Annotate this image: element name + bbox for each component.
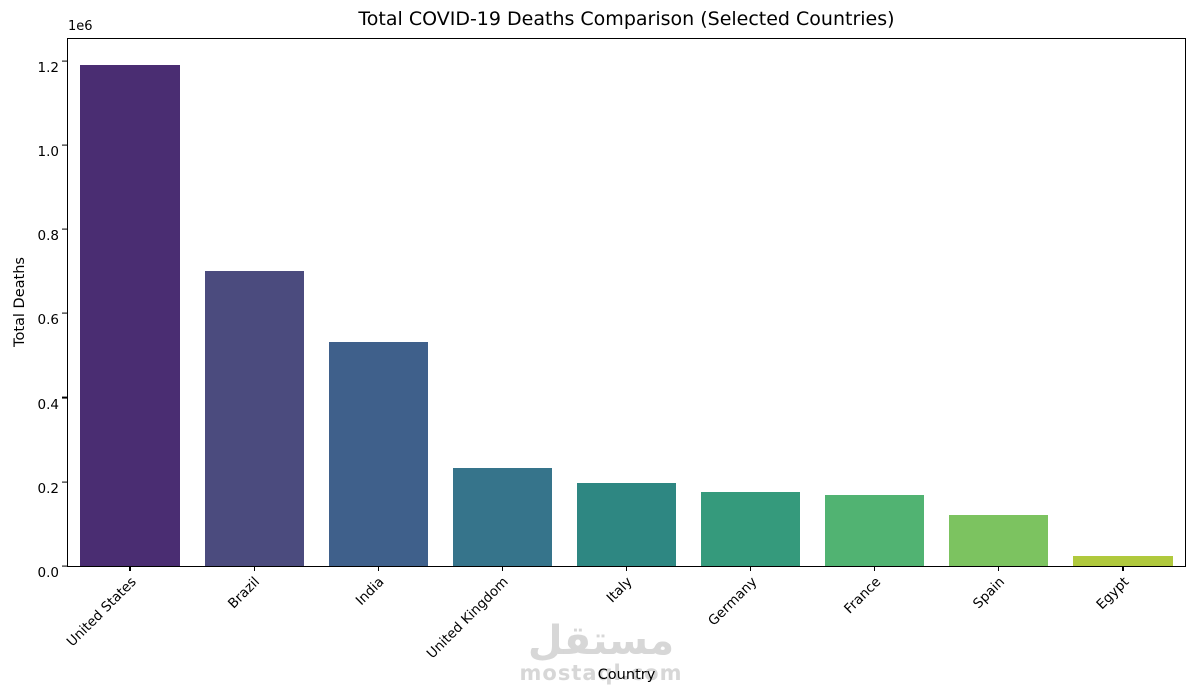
x-tick-united-states xyxy=(129,566,131,571)
y-axis-offset-label: 1e6 xyxy=(68,19,93,34)
bar-brazil xyxy=(204,270,304,566)
x-tick-label-italy: Italy xyxy=(603,574,636,607)
y-tick-label-1.0: 1.0 xyxy=(37,144,59,161)
x-axis-label: Country xyxy=(597,667,656,683)
y-tick-label-0.4: 0.4 xyxy=(37,396,59,413)
x-tick-label-india: India xyxy=(352,574,388,609)
bar-united-states xyxy=(80,65,180,566)
x-tick-label-united-kingdom: United Kingdom xyxy=(423,574,512,662)
bar-slot-france xyxy=(813,39,937,566)
bar-italy xyxy=(576,483,677,566)
bar-egypt xyxy=(1073,555,1173,566)
watermark-latin-text: mostaql.com xyxy=(519,661,683,685)
y-tick-0.2 xyxy=(62,481,68,483)
x-tick-united-kingdom xyxy=(501,566,503,571)
bar-united-kingdom xyxy=(452,468,553,566)
y-tick-label-0.6: 0.6 xyxy=(37,312,59,329)
y-tick-1.2 xyxy=(62,60,68,62)
bar-slot-united-states xyxy=(68,39,192,566)
y-tick-0.4 xyxy=(62,397,68,399)
bar-germany xyxy=(700,492,801,566)
bar-slot-spain xyxy=(937,39,1061,566)
y-tick-label-1.2: 1.2 xyxy=(37,59,59,76)
y-tick-label-0.8: 0.8 xyxy=(37,228,59,245)
x-tick-label-united-states: United States xyxy=(63,574,140,650)
x-tick-label-spain: Spain xyxy=(970,574,1009,612)
x-tick-egypt xyxy=(1122,566,1124,571)
x-tick-spain xyxy=(998,566,1000,571)
y-tick-label-0.2: 0.2 xyxy=(37,480,59,497)
bar-france xyxy=(825,495,925,566)
x-tick-germany xyxy=(750,566,752,571)
y-tick-0.0 xyxy=(62,565,68,567)
x-tick-label-brazil: Brazil xyxy=(225,574,264,612)
chart-title: Total COVID-19 Deaths Comparison (Select… xyxy=(358,8,895,30)
bar-slot-brazil xyxy=(192,39,316,566)
bar-spain xyxy=(949,515,1049,566)
x-tick-italy xyxy=(625,566,628,571)
watermark-arabic-text: مستقل xyxy=(527,618,675,664)
x-tick-france xyxy=(874,566,876,571)
bar-slot-germany xyxy=(689,39,813,566)
bar-slot-italy xyxy=(564,39,688,566)
plot-area: United States Brazil India United Kingdom It… xyxy=(38,38,1186,662)
bar-slot-egypt xyxy=(1061,39,1185,566)
bar-slot-india xyxy=(316,39,440,566)
y-tick-0.6 xyxy=(62,312,68,315)
x-tick-label-egypt: Egypt xyxy=(1093,574,1133,613)
x-tick-brazil xyxy=(253,566,255,571)
y-tick-label-0.0: 0.0 xyxy=(37,565,59,581)
bar-india xyxy=(328,341,428,566)
x-tick-label-france: France xyxy=(840,574,885,618)
y-tick-1.0 xyxy=(62,144,68,146)
bar-slot-united-kingdom xyxy=(440,39,564,566)
y-tick-0.8 xyxy=(62,228,68,230)
x-tick-label-germany: Germany xyxy=(704,574,760,630)
watermark: مستقل mostaql.com xyxy=(520,620,683,684)
x-tick-india xyxy=(377,566,379,571)
bars-layer xyxy=(68,39,1185,566)
y-axis-label: Total Deaths xyxy=(12,257,28,347)
